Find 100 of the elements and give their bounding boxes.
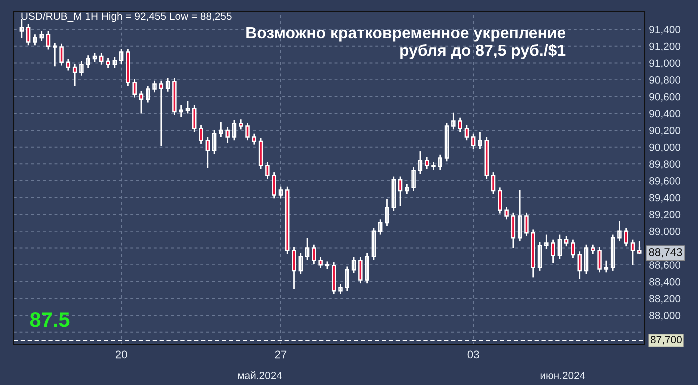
y-tick-label: 89,600 — [650, 177, 681, 186]
candlestick — [604, 260, 609, 274]
candlestick — [40, 30, 44, 42]
candlestick — [638, 240, 642, 255]
candlestick — [618, 220, 622, 242]
candlestick — [298, 252, 304, 276]
candlestick — [518, 190, 522, 242]
candlestick — [132, 78, 137, 98]
candlestick — [26, 24, 31, 46]
candlestick — [372, 227, 376, 261]
candlestick — [60, 43, 64, 66]
text: 88,743 — [649, 248, 682, 258]
candlestick — [438, 154, 442, 171]
candlestick — [392, 176, 396, 212]
candlestick — [444, 122, 450, 162]
y-tick-label: 91,400 — [650, 26, 681, 35]
x-tick-label: 27 — [275, 350, 287, 359]
candlestick — [86, 54, 90, 69]
candlestick — [551, 239, 556, 264]
candlestick — [458, 117, 462, 133]
ref-line-label: 87,700 — [650, 336, 682, 345]
candlestick — [80, 60, 84, 77]
candlestick — [558, 234, 562, 260]
candlestick — [498, 187, 502, 214]
candlestick — [100, 52, 104, 66]
candlestick — [610, 234, 616, 272]
candlestick — [544, 234, 549, 250]
candlestick — [292, 246, 296, 290]
candlestick — [412, 166, 416, 192]
candlestick — [352, 256, 356, 274]
y-tick-label: 88,600 — [650, 262, 681, 270]
y-tick-label: 90,400 — [650, 110, 681, 119]
candlestick — [199, 124, 204, 145]
candlestick — [246, 122, 250, 142]
candlestick — [478, 132, 482, 150]
text: Возможно кратковременное укрепление рубля до 87,5 руб./$1 — [246, 28, 566, 60]
y-tick-label: 88,200 — [650, 295, 681, 304]
candlestick — [119, 48, 124, 65]
candlestick — [398, 176, 403, 207]
y-tick-label: 90,600 — [650, 93, 681, 102]
y-tick-label: 88,400 — [650, 278, 681, 287]
candlestick — [206, 136, 210, 170]
candlestick — [418, 150, 423, 175]
candlestick — [53, 42, 58, 68]
y-tick-label: 89,400 — [650, 194, 681, 203]
y-tick-label: 89,800 — [650, 160, 681, 170]
candlestick — [278, 186, 284, 200]
candlestick — [511, 212, 516, 249]
candlestick — [630, 239, 636, 266]
candlestick — [106, 57, 110, 69]
candlestick — [272, 172, 276, 200]
y-tick-label: 91,200 — [650, 42, 681, 52]
y-tick-label: 89,000 — [650, 228, 681, 237]
candlestick — [72, 63, 78, 87]
y-tick-label: 88,000 — [650, 312, 681, 321]
candlestick — [232, 120, 237, 142]
candlestick — [385, 198, 390, 228]
candlestick — [212, 130, 217, 155]
x-tick-label: 20 — [116, 350, 128, 359]
candlestick — [239, 118, 244, 130]
text: июн.2024 — [540, 372, 586, 380]
candlestick — [252, 133, 257, 146]
candlestick — [471, 133, 476, 150]
candlestick — [66, 58, 71, 72]
candlestick — [266, 162, 270, 180]
candlestick — [305, 237, 310, 261]
y-tick-label: 91,000 — [650, 60, 681, 68]
candlestick — [591, 244, 596, 255]
annotation: 87.5 — [30, 312, 70, 328]
candlestick — [92, 52, 98, 64]
candlestick — [491, 172, 496, 196]
candlestick — [378, 218, 383, 236]
candlestick — [504, 206, 509, 220]
candlestick — [338, 284, 343, 296]
candlestick — [345, 266, 350, 292]
y-tick-label: 90,000 — [650, 144, 681, 152]
candlestick — [46, 30, 51, 50]
candlestick — [312, 244, 316, 265]
y-tick-label: 90,200 — [650, 127, 681, 136]
candlestick — [464, 124, 470, 142]
candlestick — [33, 34, 38, 46]
candlestick — [405, 184, 410, 196]
candlestick — [146, 85, 150, 104]
candlestick — [452, 112, 456, 130]
candlestick — [318, 256, 323, 270]
candlestick — [578, 250, 582, 280]
candlestick — [226, 126, 230, 144]
candlestick — [524, 212, 529, 238]
candlestick — [571, 239, 576, 260]
candlestick — [598, 246, 602, 274]
candlestick — [624, 227, 628, 248]
candlestick — [112, 56, 118, 69]
candlestick — [365, 252, 370, 284]
y-tick-label: 90,800 — [650, 76, 681, 86]
x-tick-label: 03 — [468, 350, 480, 359]
candlestick — [166, 78, 170, 93]
candlestick — [358, 256, 363, 284]
chart-subtitle: USD/RUB_M 1H High = 92,455 Low = 88,255 — [22, 12, 232, 22]
candlestick — [584, 244, 589, 276]
candlestick — [219, 121, 224, 138]
